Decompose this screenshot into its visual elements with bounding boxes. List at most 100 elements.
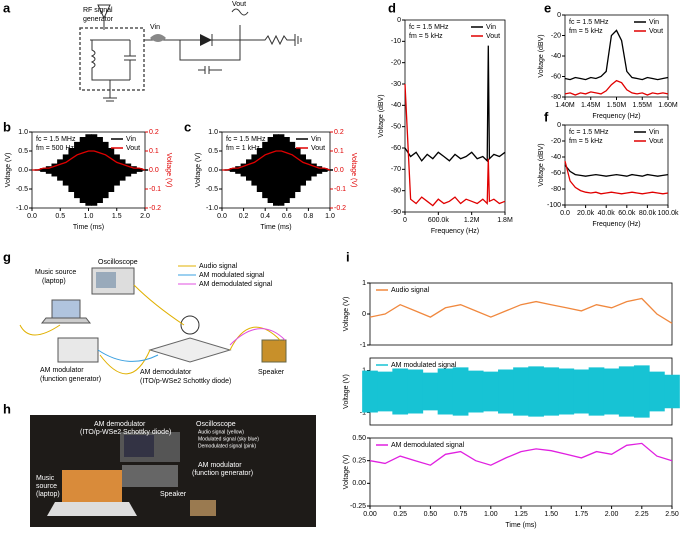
series-line: [369, 442, 673, 466]
generator-label: generator: [83, 16, 114, 23]
panel-labels: a b c d e f g h i: [3, 0, 551, 416]
y-tick-label: -80: [551, 186, 561, 193]
label: Demodulated signal (pink): [198, 443, 256, 449]
laptop: [51, 299, 81, 319]
x-tick-label: 60.0k: [618, 210, 636, 217]
panel-label: f: [544, 109, 549, 124]
x-tick-label: 1.45M: [581, 102, 601, 109]
y-tick-label: -0.25: [350, 503, 366, 510]
panel-label: b: [3, 119, 11, 134]
demodulated-cable: [229, 328, 286, 346]
legend-label: Vout: [649, 28, 663, 35]
x-tick-label: 2.0: [140, 213, 150, 220]
legend-label: Vin: [486, 24, 496, 31]
annotation: fm = 500 Hz: [36, 145, 74, 152]
x-tick-label: 40.0k: [598, 210, 616, 217]
y-tick-label: -60: [391, 145, 401, 152]
x-tick-label: 1.50: [544, 511, 558, 518]
y-tick-label: -100: [547, 202, 561, 209]
label: (ITO/p-WSe2 Schottky diode): [140, 378, 231, 385]
legend-label: Vout: [486, 33, 500, 40]
label: AM demodulator: [94, 421, 146, 428]
x-tick-label: 1.60M: [658, 102, 678, 109]
y-tick-label: -30: [391, 81, 401, 88]
panel-label: g: [3, 249, 11, 264]
y2-axis-label: Voltage (V): [350, 153, 357, 188]
series-line: [564, 29, 669, 81]
x-tick-label: 1.0: [84, 213, 94, 220]
label: (ITO/p-WSe2 Schottky diode): [80, 429, 171, 436]
x-tick-label: 0.25: [393, 511, 407, 518]
setup-diagram: Audio signal AM modulated signal AM demo…: [19, 259, 287, 385]
y2-tick-label: 0.1: [149, 148, 159, 155]
y-tick-label: 0.5: [208, 148, 218, 155]
laptop-screen-photo: [62, 470, 122, 502]
label: (laptop): [42, 278, 66, 285]
y-tick-label: -70: [391, 166, 401, 173]
y2-tick-label: 0.2: [149, 129, 159, 136]
y2-tick-label: 0.0: [334, 167, 344, 174]
speaker-photo: [190, 500, 216, 516]
x-tick-label: 1.8M: [497, 217, 513, 224]
output-wires: [211, 25, 302, 46]
y-tick-label: -80: [551, 94, 561, 101]
legend-label: Audio signal: [391, 287, 430, 294]
y-tick-label: 1.0: [18, 129, 28, 136]
x-tick-label: 1.55M: [633, 102, 653, 109]
x-tick-label: 0.50: [424, 511, 438, 518]
series-line: [404, 83, 506, 207]
audio-cable: [19, 284, 281, 375]
x-tick-label: 0.0: [560, 210, 570, 217]
y-tick-label: -20: [551, 138, 561, 145]
legend-text: Audio signal: [199, 263, 238, 270]
label: Audio signal (yellow): [198, 429, 244, 435]
generator-label: RF signal: [83, 7, 113, 14]
y-tick-label: -40: [551, 154, 561, 161]
x-tick-label: 600.0k: [428, 217, 450, 224]
x-tick-label: 0.0: [27, 213, 37, 220]
y-tick-label: -60: [551, 170, 561, 177]
x-tick-label: 20.0k: [577, 210, 595, 217]
annotation: fc = 1.5 MHz: [409, 24, 449, 31]
y-tick-label: -10: [391, 38, 401, 45]
x-axis-label: Time (ms): [260, 224, 291, 231]
y-tick-label: -1: [360, 409, 366, 416]
speaker-icon: [261, 339, 287, 363]
y-tick-label: 0.50: [352, 435, 366, 442]
y-tick-label: -60: [551, 73, 561, 80]
label: (function generator): [192, 470, 253, 477]
y-axis-label: Voltage (dBV): [538, 34, 545, 77]
label: AM modulator: [40, 367, 84, 374]
annotation: fc = 1.5 MHz: [36, 136, 76, 143]
diode: [200, 34, 212, 46]
plot-frame: [404, 19, 506, 213]
y-axis-label: Voltage (V): [5, 153, 12, 188]
x-tick-label: 1.50M: [607, 102, 627, 109]
function-generator: [57, 337, 99, 363]
y-tick-label: 0.25: [352, 458, 366, 465]
circuit-wires: [90, 39, 241, 102]
x-tick-label: 2.25: [635, 511, 649, 518]
y2-tick-label: 0.0: [149, 167, 159, 174]
signal-icon: [150, 34, 166, 42]
series-line: [369, 297, 673, 324]
annotation: fc = 1.5 MHz: [569, 19, 609, 26]
annotation: fm = 1 kHz: [226, 145, 260, 152]
label: AM demodulator: [140, 369, 192, 376]
x-tick-label: 100.0k: [657, 210, 679, 217]
x-tick-label: 1.75: [575, 511, 589, 518]
y-tick-label: 1.0: [208, 129, 218, 136]
y-tick-label: -40: [551, 53, 561, 60]
legend-label: Vout: [649, 138, 663, 145]
generator-photo: [122, 465, 178, 487]
x-tick-label: 0.8: [304, 213, 314, 220]
x-tick-label: 0.75: [454, 511, 468, 518]
panel-label: e: [544, 0, 551, 15]
label: (laptop): [36, 491, 60, 498]
legend-label: Vin: [649, 19, 659, 26]
y-tick-label: -20: [551, 32, 561, 39]
vin-label: Vin: [150, 24, 160, 31]
annotation: fm = 5 kHz: [569, 28, 603, 35]
antenna: [97, 4, 111, 30]
x-axis-label: Time (ms): [505, 522, 536, 529]
